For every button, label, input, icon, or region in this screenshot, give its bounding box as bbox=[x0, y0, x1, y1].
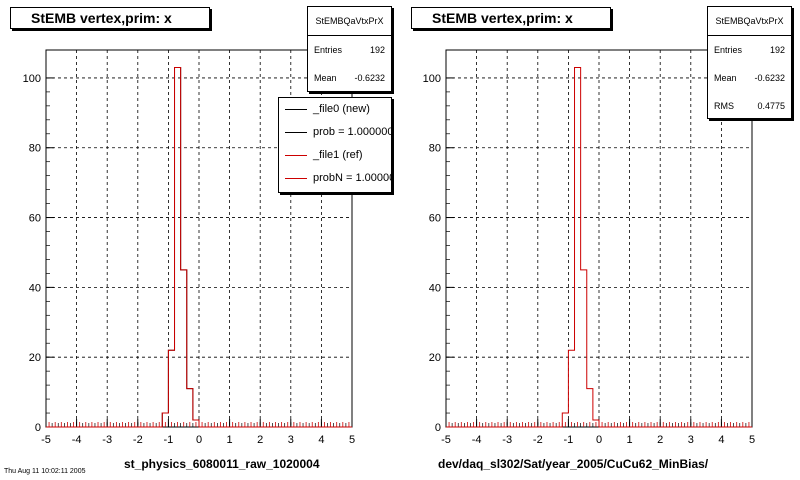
left-stats-entries: Entries 192 bbox=[308, 36, 391, 64]
right-x-tick-label: -5 bbox=[441, 434, 451, 446]
left-x-tick-label: -1 bbox=[164, 434, 174, 446]
right-x-tick-label: 2 bbox=[657, 434, 663, 446]
left-entries-label: Entries bbox=[314, 45, 343, 55]
legend-entry-file1: _file1 (ref) bbox=[279, 144, 391, 167]
right-x-tick-label: -4 bbox=[472, 434, 482, 446]
left-x-tick-label: 3 bbox=[288, 434, 294, 446]
status-text: Thu Aug 11 10:02:11 2005 bbox=[4, 468, 86, 475]
left-x-tick-label: 5 bbox=[349, 434, 355, 446]
left-mean-label: Mean bbox=[314, 73, 337, 83]
left-mean-value: -0.6232 bbox=[354, 73, 385, 83]
left-x-tick-label: -3 bbox=[102, 434, 112, 446]
right-y-tick-label: 60 bbox=[429, 213, 441, 225]
left-x-tick-label: -2 bbox=[133, 434, 143, 446]
left-stats-name: StEMBQaVtxPrX bbox=[308, 7, 391, 36]
right-y-tick-label: 0 bbox=[435, 422, 441, 434]
left-x-tick-label: 4 bbox=[318, 434, 324, 446]
right-x-tick-label: 0 bbox=[596, 434, 602, 446]
left-y-tick-label: 40 bbox=[29, 282, 41, 294]
right-mean-label: Mean bbox=[714, 73, 737, 83]
right-x-tick-label: 4 bbox=[718, 434, 724, 446]
legend-label-file0: _file0 (new) bbox=[313, 103, 370, 115]
left-x-tick-label: -5 bbox=[41, 434, 51, 446]
left-legend: _file0 (new) prob = 1.000000 _file1 (ref… bbox=[278, 97, 392, 193]
left-x-tick-label: 0 bbox=[196, 434, 202, 446]
left-histogram-ref bbox=[46, 66, 352, 428]
right-y-tick-label: 20 bbox=[429, 352, 441, 364]
right-x-axis-label: dev/daq_sl302/Sat/year_2005/CuCu62_MinBi… bbox=[438, 457, 709, 471]
left-stats-mean: Mean -0.6232 bbox=[308, 64, 391, 92]
right-stats-mean: Mean -0.6232 bbox=[708, 64, 791, 92]
legend-label-prob: prob = 1.000000 bbox=[313, 126, 392, 138]
legend-swatch-probn bbox=[285, 178, 307, 179]
legend-entry-prob: prob = 1.000000 bbox=[279, 121, 391, 144]
left-y-tick-label: 20 bbox=[29, 352, 41, 364]
legend-entry-probn: probN = 1.000000 bbox=[279, 167, 391, 190]
left-x-tick-label: 1 bbox=[227, 434, 233, 446]
right-mean-value: -0.6232 bbox=[754, 73, 785, 83]
left-x-axis-label: st_physics_6080011_raw_1020004 bbox=[124, 457, 320, 471]
legend-label-probn: probN = 1.000000 bbox=[313, 172, 391, 184]
right-histogram-ref bbox=[446, 66, 752, 428]
right-entries-label: Entries bbox=[714, 45, 743, 55]
left-y-tick-label: 60 bbox=[29, 213, 41, 225]
right-stats-name: StEMBQaVtxPrX bbox=[708, 7, 791, 36]
legend-label-file1: _file1 (ref) bbox=[313, 149, 363, 161]
right-x-tick-label: -2 bbox=[533, 434, 543, 446]
right-x-tick-label: -1 bbox=[564, 434, 574, 446]
right-x-tick-label: 1 bbox=[627, 434, 633, 446]
left-chart-title: StEMB vertex,prim: x bbox=[10, 7, 210, 29]
right-stats-rms: RMS 0.4775 bbox=[708, 92, 791, 120]
left-x-tick-label: -4 bbox=[72, 434, 82, 446]
right-chart-title: StEMB vertex,prim: x bbox=[411, 7, 611, 29]
right-entries-value: 192 bbox=[769, 45, 785, 55]
right-x-tick-label: 5 bbox=[749, 434, 755, 446]
left-entries-value: 192 bbox=[369, 45, 385, 55]
right-rms-label: RMS bbox=[714, 101, 734, 111]
right-x-tick-label: -3 bbox=[502, 434, 512, 446]
right-y-tick-label: 80 bbox=[429, 143, 441, 155]
right-x-tick-label: 3 bbox=[688, 434, 694, 446]
legend-swatch-prob bbox=[285, 132, 307, 133]
left-y-tick-label: 0 bbox=[35, 422, 41, 434]
right-stats-entries: Entries 192 bbox=[708, 36, 791, 64]
right-y-tick-label: 40 bbox=[429, 282, 441, 294]
legend-swatch-file1 bbox=[285, 155, 307, 156]
legend-entry-file0: _file0 (new) bbox=[279, 98, 391, 121]
left-y-tick-label: 80 bbox=[29, 143, 41, 155]
left-x-tick-label: 2 bbox=[257, 434, 263, 446]
left-stats-box: StEMBQaVtxPrX Entries 192 Mean -0.6232 bbox=[307, 6, 392, 92]
right-y-tick-label: 100 bbox=[423, 73, 441, 85]
right-stats-box: StEMBQaVtxPrX Entries 192 Mean -0.6232 R… bbox=[707, 6, 792, 119]
left-y-tick-label: 100 bbox=[23, 73, 41, 85]
legend-swatch-file0 bbox=[285, 109, 307, 110]
right-rms-value: 0.4775 bbox=[757, 101, 785, 111]
